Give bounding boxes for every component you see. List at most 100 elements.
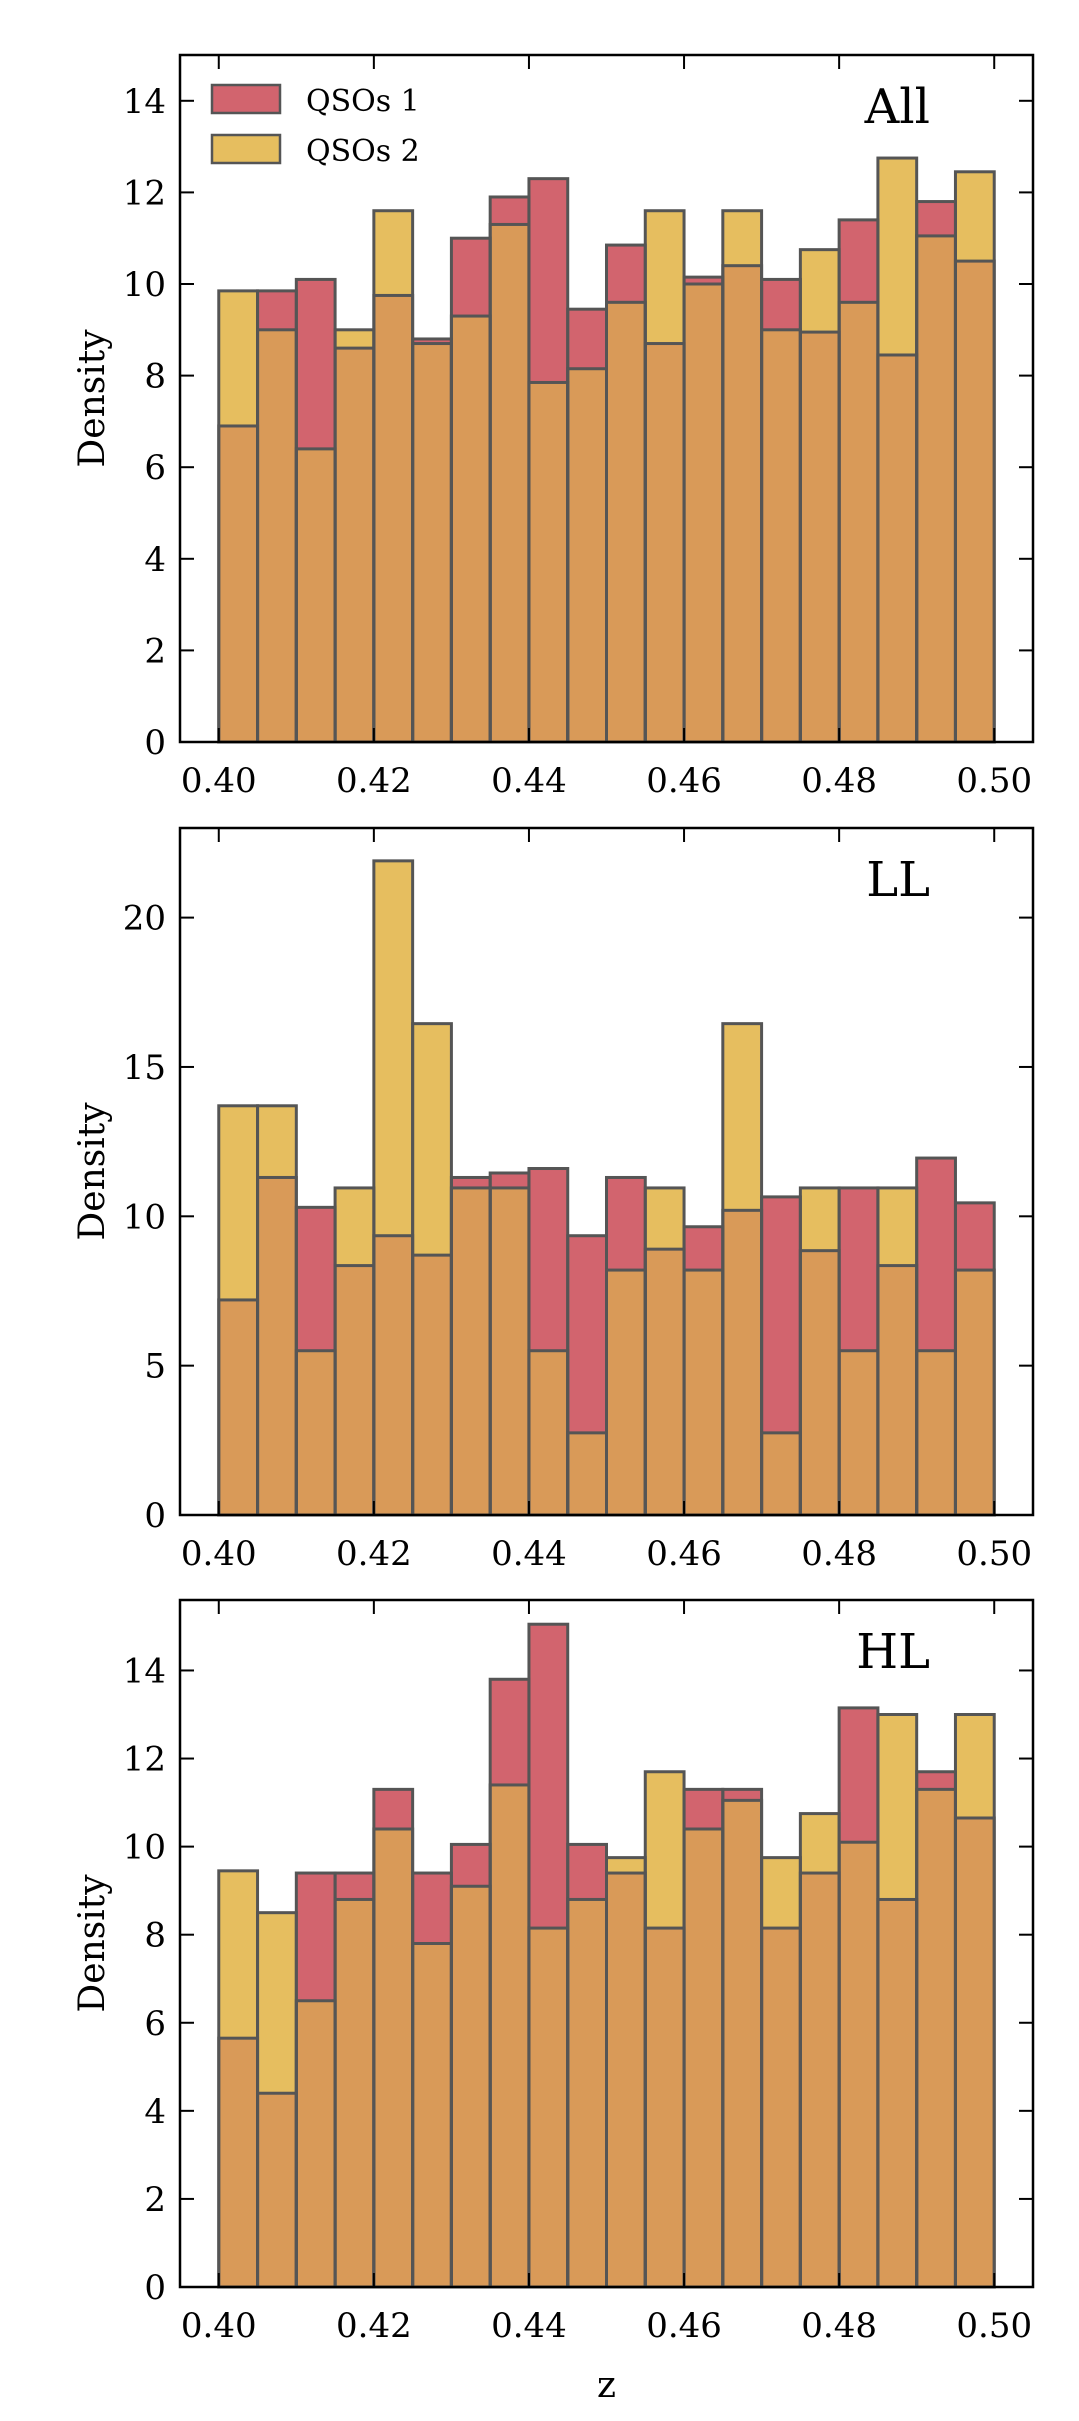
x-tick-label: 0.48 bbox=[801, 761, 877, 801]
x-tick-label: 0.44 bbox=[491, 2306, 567, 2346]
bar-overlap-5 bbox=[412, 1255, 452, 1515]
bar-overlap-16 bbox=[839, 1842, 878, 2287]
bar-qsos1-14 bbox=[761, 279, 801, 330]
axes-frame bbox=[178, 53, 1035, 744]
bar-overlap-0 bbox=[218, 2038, 258, 2287]
bar-overlap-9 bbox=[567, 1899, 607, 2287]
bar-qsos2-13 bbox=[722, 1023, 762, 1211]
bar-overlap-17 bbox=[877, 1899, 917, 2287]
bar-qsos1-14 bbox=[761, 1196, 801, 1433]
x-tick-label: 0.44 bbox=[491, 1534, 567, 1574]
bar-overlap-12 bbox=[684, 1270, 723, 1515]
bar-overlap-5 bbox=[412, 343, 452, 742]
panel-ll: 0.40 0.42 0.44 0.46 0.48 0.50 0 5 10 15 20 Density L… bbox=[72, 826, 1035, 1574]
x-tick-label: 0.44 bbox=[491, 761, 567, 801]
y-axis-title: Density bbox=[72, 1102, 113, 1241]
bar-qsos1-6 bbox=[451, 1844, 491, 1887]
bar-qsos1-7 bbox=[490, 1172, 529, 1188]
bar-qsos2-13 bbox=[722, 210, 762, 266]
bar-overlap-10 bbox=[606, 1270, 646, 1515]
y-tick-label: 10 bbox=[123, 1828, 166, 1868]
bar-qsos1-10 bbox=[606, 245, 646, 303]
bar-qsos2-1 bbox=[257, 1912, 297, 2094]
y-tick-label: 4 bbox=[144, 540, 166, 580]
bar-qsos2-11 bbox=[645, 1187, 685, 1250]
bar-qsos1-18 bbox=[916, 201, 956, 236]
bar-qsos1-2 bbox=[296, 279, 336, 449]
bar-overlap-8 bbox=[528, 382, 568, 742]
bar-overlap-4 bbox=[373, 1235, 413, 1515]
x-tick-label: 0.50 bbox=[956, 1534, 1032, 1574]
bar-qsos1-16 bbox=[839, 1187, 878, 1351]
bar-qsos2-11 bbox=[645, 210, 685, 344]
y-tick-label: 0 bbox=[144, 2268, 166, 2308]
y-tick-label: 14 bbox=[123, 82, 166, 122]
bar-overlap-17 bbox=[877, 1265, 917, 1515]
x-tick-label: 0.42 bbox=[336, 761, 412, 801]
bar-overlap-19 bbox=[955, 261, 995, 742]
bar-overlap-0 bbox=[218, 1299, 258, 1515]
bar-overlap-7 bbox=[490, 1784, 529, 2287]
x-tick-label: 0.48 bbox=[801, 2306, 877, 2346]
bar-qsos1-2 bbox=[296, 1207, 336, 1351]
bar-qsos2-10 bbox=[606, 1857, 646, 1874]
bar-overlap-17 bbox=[877, 354, 917, 742]
axes-frame bbox=[178, 1598, 1035, 2289]
bar-overlap-0 bbox=[218, 425, 258, 742]
bar-qsos1-18 bbox=[916, 1771, 956, 1790]
x-tick-label: 0.50 bbox=[956, 2306, 1032, 2346]
axes-frame bbox=[178, 826, 1035, 1517]
bar-overlap-12 bbox=[684, 1829, 723, 2287]
bar-qsos1-12 bbox=[684, 1226, 723, 1271]
bar-qsos1-12 bbox=[684, 277, 723, 284]
panel-label: LL bbox=[866, 852, 930, 908]
legend-label: QSOs 1 bbox=[306, 84, 420, 119]
bar-overlap-4 bbox=[373, 295, 413, 742]
legend-swatch-2 bbox=[210, 133, 282, 165]
bar-overlap-8 bbox=[528, 1350, 568, 1515]
bar-overlap-7 bbox=[490, 224, 529, 742]
bar-overlap-15 bbox=[800, 1250, 840, 1515]
panel-label: All bbox=[864, 79, 930, 135]
bar-overlap-6 bbox=[451, 1187, 491, 1515]
y-tick-label: 12 bbox=[123, 173, 166, 213]
y-axis-title: Density bbox=[72, 1874, 113, 2013]
bar-qsos1-8 bbox=[528, 1624, 568, 1929]
y-tick-label: 14 bbox=[123, 1651, 166, 1691]
bar-overlap-18 bbox=[916, 1350, 956, 1515]
bar-overlap-4 bbox=[373, 1829, 413, 2287]
bar-qsos2-17 bbox=[877, 158, 917, 355]
bar-overlap-10 bbox=[606, 302, 646, 742]
bar-qsos1-9 bbox=[567, 309, 607, 369]
y-tick-label: 12 bbox=[123, 1740, 166, 1780]
bar-overlap-16 bbox=[839, 302, 878, 742]
bar-qsos2-4 bbox=[373, 210, 413, 296]
y-tick-label: 6 bbox=[144, 2004, 166, 2044]
bar-qsos2-3 bbox=[335, 1187, 374, 1266]
bar-qsos2-0 bbox=[218, 1870, 258, 2039]
y-tick-label: 6 bbox=[144, 448, 166, 488]
bar-qsos1-12 bbox=[684, 1789, 723, 1829]
bar-qsos1-16 bbox=[839, 1707, 878, 1843]
bar-overlap-9 bbox=[567, 368, 607, 742]
x-tick-label: 0.46 bbox=[646, 761, 722, 801]
bar-qsos1-2 bbox=[296, 1873, 336, 2001]
bar-qsos1-9 bbox=[567, 1235, 607, 1433]
bar-qsos1-16 bbox=[839, 219, 878, 303]
bar-qsos1-13 bbox=[722, 1789, 762, 1801]
bar-overlap-13 bbox=[722, 265, 762, 742]
bar-overlap-12 bbox=[684, 284, 723, 742]
bar-overlap-11 bbox=[645, 1928, 685, 2287]
bar-qsos1-5 bbox=[412, 338, 452, 344]
bar-qsos1-8 bbox=[528, 1168, 568, 1351]
bar-overlap-2 bbox=[296, 448, 336, 742]
bar-qsos2-17 bbox=[877, 1187, 917, 1266]
x-tick-label: 0.40 bbox=[181, 2306, 257, 2346]
bar-overlap-2 bbox=[296, 2000, 336, 2287]
bar-qsos1-18 bbox=[916, 1158, 956, 1351]
bar-overlap-18 bbox=[916, 235, 956, 742]
bar-qsos1-19 bbox=[955, 1202, 995, 1271]
bar-qsos1-1 bbox=[257, 290, 297, 330]
bar-qsos1-6 bbox=[451, 1177, 491, 1188]
bar-qsos2-4 bbox=[373, 860, 413, 1236]
